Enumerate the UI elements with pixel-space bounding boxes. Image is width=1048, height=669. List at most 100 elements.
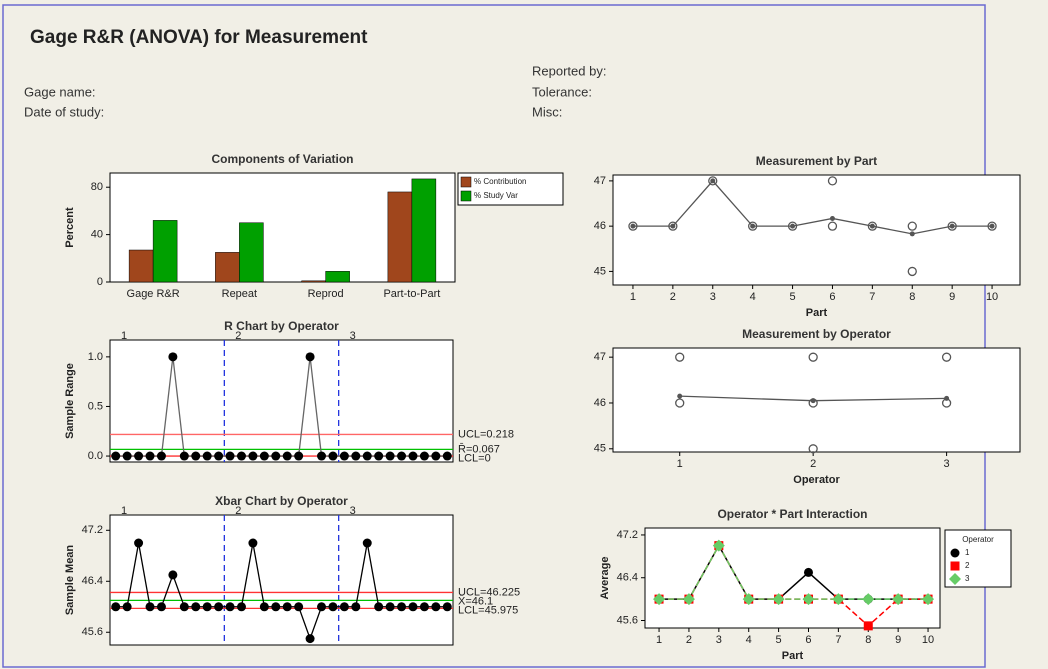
data-point [306,634,315,643]
mean-marker [670,224,675,229]
data-point [283,452,292,461]
data-point [134,452,143,461]
data-point [271,452,280,461]
legend-swatch [461,177,471,187]
group-label: 3 [350,330,356,342]
y-tick-label: 0.0 [88,450,103,462]
y-tick-label: 46 [594,220,606,232]
x-tick-label: 1 [677,458,683,470]
y-tick-label: 0.5 [88,400,103,412]
data-point [237,602,246,611]
data-point [146,602,155,611]
x-tick-label: 8 [909,291,915,303]
data-point [157,602,166,611]
data-point [214,452,223,461]
y-tick-label: 45 [594,265,606,277]
data-point [374,452,383,461]
chart-title: R Chart by Operator [224,319,339,333]
y-tick-label: 47.2 [82,524,103,536]
bar [215,252,239,282]
mean-marker [990,224,995,229]
y-tick-label: 46.4 [82,575,103,587]
data-point [294,452,303,461]
data-point [443,602,452,611]
data-point [248,452,257,461]
data-point [408,602,417,611]
control-limit-label: UCL=0.218 [458,428,514,440]
group-label: 1 [121,505,127,517]
y-tick-label: 47 [594,175,606,187]
bar [129,250,153,282]
x-tick-label: Part-to-Part [383,288,440,300]
x-tick-label: 1 [630,291,636,303]
data-point [431,452,440,461]
bar [412,179,436,282]
plot-area [110,515,453,645]
data-point [443,452,452,461]
data-point [191,452,200,461]
data-point [340,602,349,611]
data-point [111,602,120,611]
data-point [328,602,337,611]
data-point [804,568,813,577]
x-tick-label: 9 [949,291,955,303]
data-point [248,539,257,548]
x-tick-label: 8 [865,634,871,646]
x-tick-label: 2 [810,458,816,470]
data-point [363,539,372,548]
chart-title: Operator * Part Interaction [717,507,867,521]
mean-marker [950,224,955,229]
data-point [408,452,417,461]
data-point [420,602,429,611]
data-point [431,602,440,611]
data-point [363,452,372,461]
legend-marker [951,549,960,558]
page: Gage R&R (ANOVA) for Measurement Gage na… [0,0,1048,669]
date-of-study: Date of study: [24,104,104,119]
legend-swatch [461,191,471,201]
legend-title: Operator [962,535,994,544]
data-point [306,352,315,361]
y-tick-label: 80 [91,181,103,193]
data-point [203,602,212,611]
x-tick-label: 4 [746,634,752,646]
mean-marker [677,394,682,399]
legend-marker [951,562,960,571]
x-tick-label: 5 [789,291,795,303]
data-point [374,602,383,611]
legend-label: 2 [965,561,970,570]
data-point [191,602,200,611]
data-point [283,602,292,611]
y-tick-label: 0 [97,276,103,288]
data-point [351,602,360,611]
group-label: 1 [121,330,127,342]
x-tick-label: 3 [944,458,950,470]
data-point [226,452,235,461]
x-tick-label: 3 [710,291,716,303]
data-point [328,452,337,461]
y-tick-label: 46.4 [617,572,638,584]
legend-label: 1 [965,548,970,557]
x-tick-label: 4 [750,291,756,303]
mean-marker [870,224,875,229]
data-point [420,452,429,461]
mean-marker [910,231,915,236]
legend-label: 3 [965,574,970,583]
x-axis-label: Operator [793,474,840,486]
misc: Misc: [532,104,562,119]
legend-label: % Contribution [474,177,526,186]
data-point [351,452,360,461]
x-tick-label: 10 [986,291,998,303]
x-tick-label: 2 [670,291,676,303]
x-tick-label: Repeat [222,288,257,300]
legend-label: % Study Var [474,191,518,200]
x-tick-label: 6 [805,634,811,646]
x-tick-label: 5 [776,634,782,646]
data-point [168,352,177,361]
reported-by: Reported by: [532,63,606,78]
x-axis-label: Part [782,650,804,662]
group-label: 2 [235,505,241,517]
y-tick-label: 46 [594,397,606,409]
y-tick-label: 47 [594,351,606,363]
data-point [203,452,212,461]
